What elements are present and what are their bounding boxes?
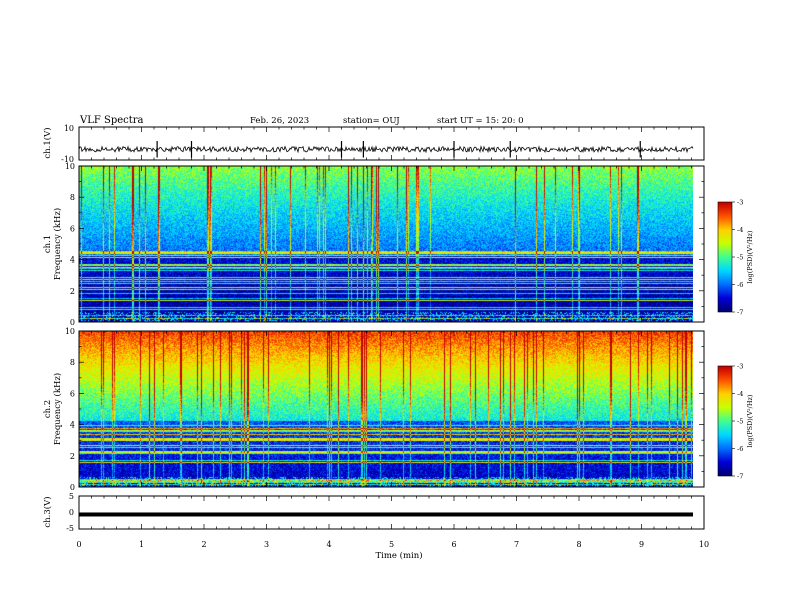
colorbar-tick-label: -3 [737, 199, 743, 207]
frequency-tick-label: 8 [70, 358, 75, 367]
frequency-tick-label: 0 [70, 318, 75, 327]
frequency-tick-label: 6 [70, 389, 75, 398]
station-label: station= OUJ [343, 116, 400, 126]
ch1-spectrogram-ylabel-frequency: Frequency (kHz) [52, 208, 63, 280]
colorbar-tick-label: -5 [737, 254, 743, 262]
colorbar-tick-label: -7 [737, 473, 743, 481]
ch2-colorbar-ticks: -3 -4 -5 -6 -7 [732, 363, 743, 481]
ch1-colorbar-label: log(PSD)(V²/Hz) [746, 230, 754, 283]
ch2-colorbar-label: log(PSD)(V²/Hz) [746, 394, 754, 447]
ch2-colorbar-gradient [718, 366, 732, 476]
time-axis-tick-label: 8 [576, 540, 581, 549]
ch1-waveform-trace [78, 145, 694, 154]
ch1-ylabel: ch.1(V) [42, 127, 53, 158]
ch1-ytick-top: 10 [64, 124, 74, 133]
time-axis-tick-label: 6 [451, 540, 456, 549]
time-axis-tick-label: 0 [76, 540, 81, 549]
ch1-colorbar: -3 -4 -5 -6 -7 log(PSD)(V²/Hz) [717, 199, 754, 317]
colorbar-tick-label: -6 [737, 281, 743, 289]
start-time-label: start UT = 15: 20: 0 [437, 116, 524, 126]
ch2-spectrogram-ylabel-channel: ch.2 [43, 400, 53, 418]
figure-title: VLF Spectra [79, 115, 144, 126]
ch3-waveform-trace [79, 512, 693, 517]
time-axis-tick-label: 3 [264, 540, 269, 549]
frequency-tick-label: 2 [70, 287, 75, 296]
time-axis-label: Time (min) [375, 550, 422, 561]
ch1-colorbar-gradient [718, 202, 732, 312]
frequency-tick-label: 10 [65, 327, 75, 336]
frequency-tick-label: 2 [70, 452, 75, 461]
frequency-tick-label: 4 [70, 421, 75, 430]
colorbar-tick-label: -6 [737, 445, 743, 453]
ch1-spikes [156, 141, 641, 158]
time-axis-ticks [78, 127, 705, 529]
ch2-spectrogram-ylabel-frequency: Frequency (kHz) [52, 373, 63, 445]
colorbar-tick-label: -4 [737, 390, 743, 398]
time-axis-tick-label: 1 [139, 540, 144, 549]
time-axis-tick-label: 5 [389, 540, 394, 549]
time-axis-tick-label: 4 [326, 540, 331, 549]
colorbar-tick-label: -7 [737, 309, 743, 317]
ch1-spectrogram-ylabel-channel: ch.1 [43, 235, 53, 253]
ch1-colorbar-ticks: -3 -4 -5 -6 -7 [732, 199, 743, 317]
ch3-ytick-middle: 0 [69, 508, 74, 517]
time-axis-tick-label: 9 [639, 540, 644, 549]
date-label: Feb. 26, 2023 [250, 116, 309, 126]
time-axis-tick-labels: 0 1 2 3 4 5 6 7 8 9 10 [76, 540, 709, 549]
frequency-tick-label: 6 [70, 224, 75, 233]
frequency-tick-label: 0 [70, 483, 75, 492]
time-axis-tick-label: 2 [201, 540, 206, 549]
ch1-spectrogram-yticks: 10 8 6 4 2 0 [65, 162, 704, 327]
ch2-colorbar: -3 -4 -5 -6 -7 log(PSD)(V²/Hz) [717, 363, 754, 481]
colorbar-tick-label: -4 [737, 226, 743, 234]
frequency-tick-label: 4 [70, 256, 75, 265]
ch2-spectrogram-yticks: 10 8 6 4 2 0 [65, 327, 704, 492]
ch1-spectrogram-image [79, 166, 693, 322]
ch1-spectrogram-panel: 10 8 6 4 2 0 ch.1 Frequency (kHz) [43, 162, 705, 327]
colorbar-tick-label: -5 [737, 418, 743, 426]
ch2-spectrogram-image [79, 331, 693, 487]
frequency-tick-label: 10 [65, 162, 75, 171]
ch2-spectrogram-panel: 10 8 6 4 2 0 ch.2 Frequency (kHz) [43, 327, 705, 492]
colorbar-tick-label: -3 [737, 363, 743, 371]
frequency-tick-label: 8 [70, 193, 75, 202]
ch3-ytick-bottom: -5 [66, 524, 74, 533]
ch1-ytick-bottom: -10 [61, 155, 74, 164]
time-axis-tick-label: 10 [699, 540, 709, 549]
ch3-ytick-top: 5 [69, 492, 74, 501]
time-axis-tick-label: 7 [514, 540, 519, 549]
ch3-ylabel: ch.3(V) [42, 496, 53, 527]
